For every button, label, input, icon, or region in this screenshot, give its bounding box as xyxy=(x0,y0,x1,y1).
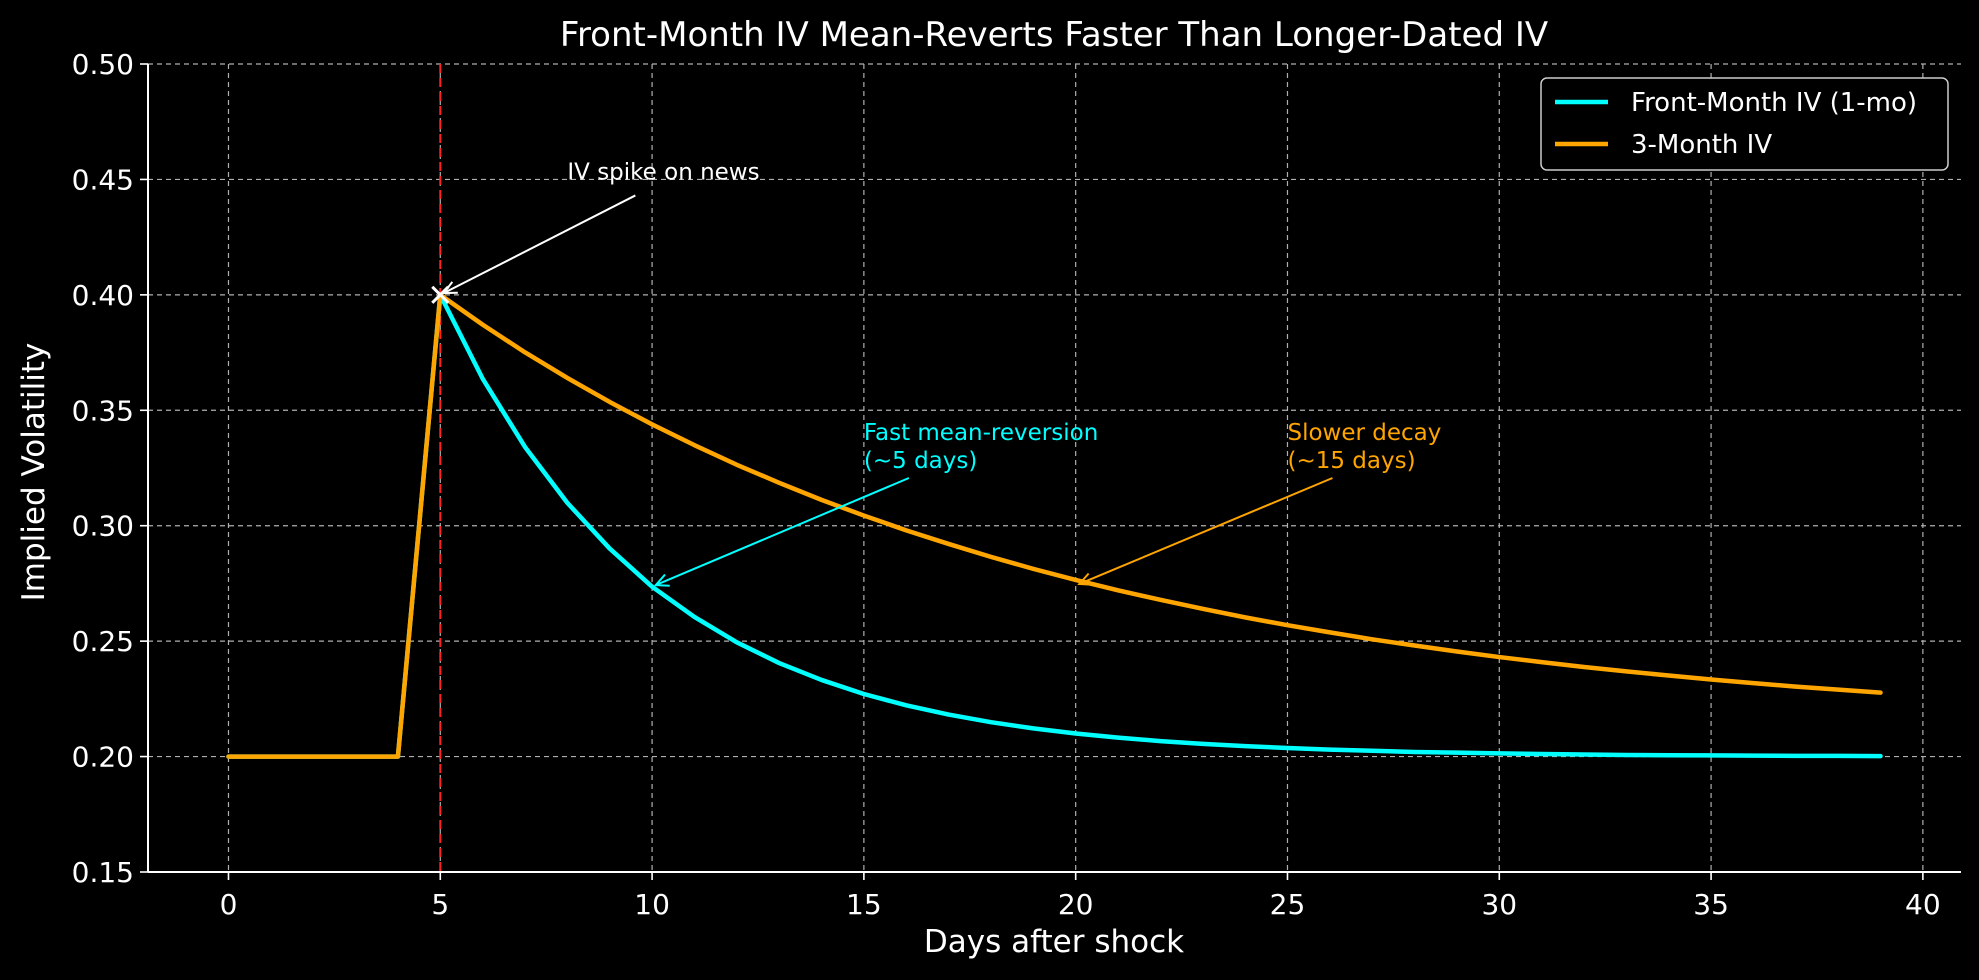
legend-box xyxy=(1540,77,1949,171)
axes xyxy=(147,64,1961,873)
annotation-fast-arrowhead xyxy=(653,573,670,587)
y-tick-label: 0.35 xyxy=(72,394,134,427)
x-tick-label: 15 xyxy=(846,888,882,921)
legend: Front-Month IV (1-mo) 3-Month IV xyxy=(1540,77,1949,171)
x-ticks: 0 5 10 15 20 25 30 35 40 xyxy=(220,872,1941,921)
x-tick-label: 35 xyxy=(1693,888,1729,921)
series-line-three-month xyxy=(226,292,1883,759)
y-tick-label: 0.15 xyxy=(72,856,134,889)
y-axis-label: Implied Volatility xyxy=(16,343,52,602)
x-axis-label: Days after shock xyxy=(924,924,1184,960)
annotation-slow-arrowhead xyxy=(1077,572,1094,586)
annotation-spike-arrowhead xyxy=(441,281,458,295)
y-ticks: 0.15 0.20 0.25 0.30 0.35 0.40 0.45 0.50 xyxy=(72,48,148,889)
y-tick-label: 0.30 xyxy=(72,510,134,543)
series-group xyxy=(226,292,1883,759)
annotation-fast-text: (~5 days) xyxy=(864,448,977,474)
x-tick-label: 25 xyxy=(1270,888,1306,921)
annotations-group: IV spike on news Fast mean-reversion(~5 d… xyxy=(441,159,1441,587)
x-tick-label: 5 xyxy=(431,888,449,921)
chart-title: Front-Month IV Mean-Reverts Faster Than … xyxy=(560,15,1548,55)
y-tick-label: 0.25 xyxy=(72,625,134,658)
x-tick-label: 20 xyxy=(1058,888,1094,921)
annotation-slow-arrow xyxy=(1078,477,1333,585)
y-tick-label: 0.45 xyxy=(72,163,134,196)
y-tick-label: 0.40 xyxy=(72,279,134,312)
annotation-slow-text: Slower decay xyxy=(1287,420,1441,446)
legend-label: Front-Month IV (1-mo) xyxy=(1631,88,1917,118)
x-tick-label: 30 xyxy=(1481,888,1517,921)
y-tick-label: 0.50 xyxy=(72,48,134,81)
x-tick-label: 0 xyxy=(220,888,238,921)
y-tick-label: 0.20 xyxy=(72,741,134,774)
annotation-slow-text: (~15 days) xyxy=(1287,448,1415,474)
series-line-front-month xyxy=(226,292,1883,759)
annotation-spike-arrow xyxy=(443,194,636,294)
annotation-spike-text: IV spike on news xyxy=(567,159,759,185)
x-tick-label: 40 xyxy=(1905,888,1941,921)
legend-label: 3-Month IV xyxy=(1631,130,1772,160)
x-tick-label: 10 xyxy=(634,888,670,921)
annotation-fast-arrow xyxy=(655,477,910,587)
annotation-fast-text: Fast mean-reversion xyxy=(864,420,1098,446)
